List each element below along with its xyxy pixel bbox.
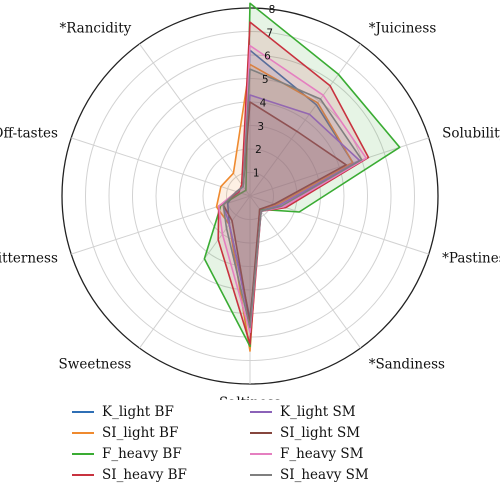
radial-tick-labels: 1 2 3 4 5 6 7 8 — [253, 4, 275, 180]
legend-label: SI_light BF — [102, 425, 179, 441]
axis-spoke — [249, 43, 361, 197]
tick-label: 3 — [257, 121, 264, 133]
legend-label: K_light BF — [102, 404, 174, 420]
legend-swatch — [250, 432, 272, 434]
legend-item: SI_light SM — [250, 423, 360, 443]
axis-spoke — [249, 195, 361, 349]
legend-item: F_heavy SM — [250, 444, 363, 464]
legend-swatch — [72, 411, 94, 413]
legend-label: SI_light SM — [280, 425, 361, 441]
tick-label: 2 — [255, 144, 262, 156]
legend-swatch — [250, 453, 272, 455]
axis-label: Saltiness — [219, 395, 281, 400]
legend-item: F_heavy BF — [72, 444, 182, 464]
axis-label: *Pastiness — [442, 250, 500, 266]
legend-swatch — [250, 411, 272, 413]
legend-label: SI_heavy SM — [280, 467, 369, 483]
axis-label: *Juiciness — [369, 21, 437, 37]
legend-item: SI_heavy SM — [250, 465, 369, 485]
legend-item: K_light SM — [250, 402, 356, 422]
legend-swatch — [250, 474, 272, 476]
axis-label: Solubility — [442, 126, 500, 142]
legend-label: K_light SM — [280, 404, 356, 420]
series-polygon — [203, 2, 401, 348]
legend-item: K_light BF — [72, 402, 174, 422]
axis-label: Off-tastes — [0, 126, 58, 142]
legend-label: SI_heavy BF — [102, 467, 187, 483]
legend-item: SI_light BF — [72, 423, 178, 443]
axis-spoke — [139, 43, 251, 197]
axis-labels: *Softness*JuicinessSolubility*Pastiness*… — [0, 21, 500, 400]
axis-label: Sweetness — [59, 356, 132, 372]
series-polygon — [222, 68, 363, 329]
tick-label: 6 — [264, 51, 271, 63]
tick-label: 1 — [253, 168, 260, 180]
legend-item: SI_heavy BF — [72, 465, 187, 485]
radar-series — [203, 2, 401, 352]
tick-label: 7 — [266, 27, 273, 39]
legend-label: F_heavy BF — [102, 446, 182, 462]
tick-label: 5 — [262, 74, 269, 86]
axis-label: *Sandiness — [369, 356, 445, 372]
legend-swatch — [72, 474, 94, 476]
legend-label: F_heavy SM — [280, 446, 364, 462]
legend-swatch — [72, 432, 94, 434]
legend-swatch — [72, 453, 94, 455]
tick-label: 4 — [260, 97, 267, 109]
tick-label: 8 — [269, 4, 276, 16]
axis-label: *Rancidity — [59, 21, 131, 37]
axis-label: Bitterness — [0, 250, 58, 266]
